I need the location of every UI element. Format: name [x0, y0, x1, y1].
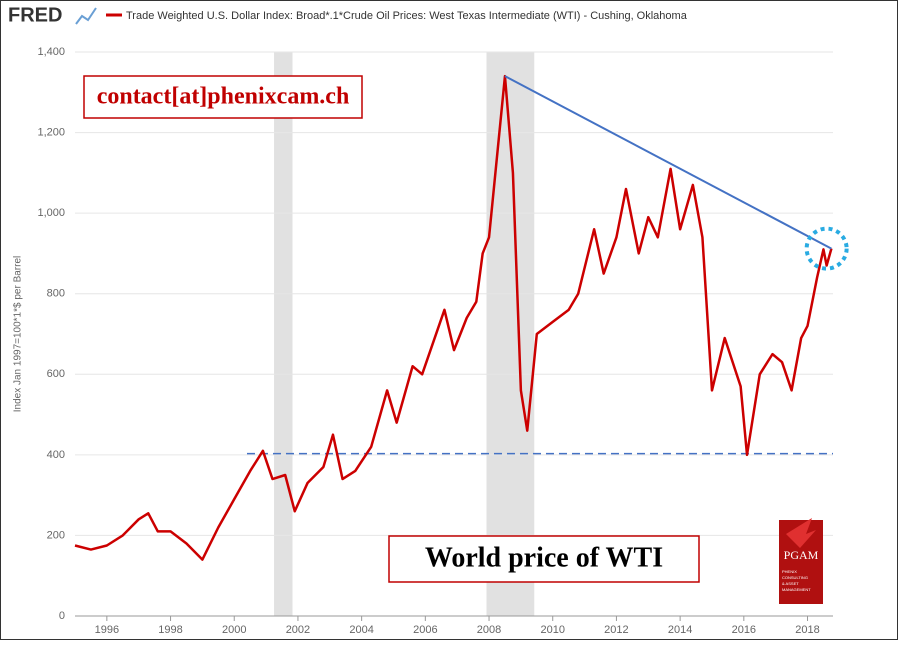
brand: FRED	[8, 4, 62, 26]
x-tick-label: 1996	[95, 624, 119, 636]
y-tick-label: 0	[59, 610, 65, 622]
x-tick-label: 2012	[604, 624, 628, 636]
logo-tagline: CONSULTING	[782, 575, 808, 580]
logo-tagline: PHENIX	[782, 569, 797, 574]
y-tick-label: 1,000	[37, 207, 65, 219]
x-tick-label: 2000	[222, 624, 246, 636]
logo-name: PGAM	[784, 548, 819, 562]
x-tick-label: 2014	[668, 624, 692, 636]
x-tick-label: 1998	[158, 624, 182, 636]
annotation-box	[388, 535, 700, 583]
x-tick-label: 2016	[732, 624, 756, 636]
logo-tagline: & ASSET	[782, 581, 799, 586]
annotation-box	[83, 75, 363, 119]
legend-label: Trade Weighted U.S. Dollar Index: Broad*…	[126, 10, 688, 22]
x-tick-label: 2018	[795, 624, 819, 636]
x-tick-label: 2008	[477, 624, 501, 636]
brand-icon	[75, 7, 97, 25]
x-tick-label: 2010	[540, 624, 564, 636]
y-tick-label: 800	[47, 288, 65, 300]
y-tick-label: 600	[47, 368, 65, 380]
annotation: contact[at]phenixcam.ch	[97, 84, 350, 110]
data-line	[74, 74, 833, 561]
trend-line	[504, 75, 832, 250]
x-tick-label: 2004	[349, 624, 373, 636]
y-axis-label: Index Jan 1997=100*1*$ per Barrel	[13, 256, 24, 413]
y-tick-label: 1,400	[37, 46, 65, 58]
y-tick-label: 200	[47, 529, 65, 541]
x-tick-label: 2002	[286, 624, 310, 636]
logo-bird	[786, 518, 816, 548]
y-tick-label: 1,200	[37, 126, 65, 138]
annotation: World price of WTI	[425, 542, 663, 573]
recession-band	[274, 52, 293, 616]
y-tick-label: 400	[47, 449, 65, 461]
x-tick-label: 2006	[413, 624, 437, 636]
logo-tagline: MANAGEMENT	[782, 587, 811, 592]
